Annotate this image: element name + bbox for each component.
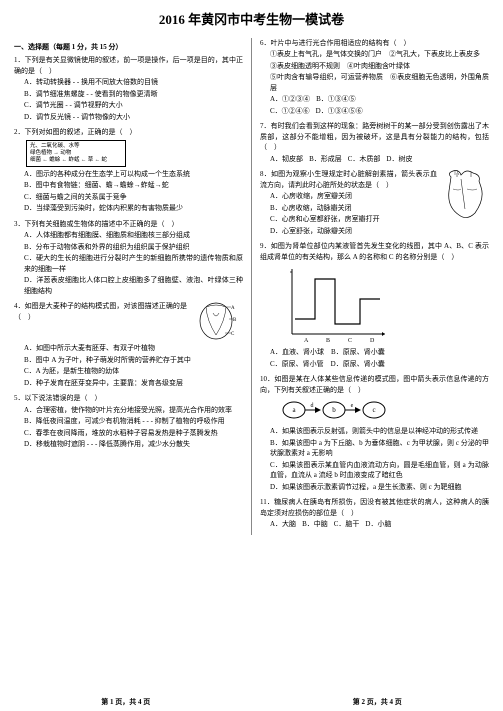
- page-footer: 第 1 页，共 4 页 第 2 页，共 4 页: [0, 697, 503, 708]
- q2-box-l2: 绿色植物 → 动物: [30, 150, 122, 157]
- q10-opt-b: B．如果该图中 a 为下丘脑、b 为垂体细胞、c 为甲状腺，则 c 分泌的甲状腺…: [270, 438, 489, 459]
- q10-flow: a d b e c: [280, 397, 420, 423]
- q1-opt-d: D．调节反光镜 - - 调节物像的大小: [24, 112, 243, 123]
- svg-text:d: d: [311, 403, 314, 409]
- footer-right: 第 2 页，共 4 页: [353, 697, 402, 708]
- question-1: 1．下列是有关显微镜使用的叙述，前一项是操作，后一项是目的，其中正确的是（ ） …: [14, 55, 243, 122]
- q5-stem: 5．以下说法错误的是（ ）: [14, 394, 102, 402]
- section-1-head: 一、选择题（每题 1 分，共 15 分）: [14, 42, 243, 53]
- q9-opt-ab: A．血液、肾小球 B．原尿、肾小囊: [270, 347, 385, 358]
- question-2: 2．下列对如图的叙述，正确的是（ ） 光、二氧化碳、水等 绿色植物 → 动物 细…: [14, 127, 243, 214]
- q3-opt-d: D．洋葱表皮细胞比人体口腔上皮细胞多了细胞壁、液泡、叶绿体三种细胞结构: [24, 275, 243, 296]
- svg-text:B: B: [326, 338, 330, 344]
- q2-box-l3: 细菌 ← 蟾蜍 ← 蚱蜢 ← 草 ← 蛇: [30, 157, 122, 164]
- q3-stem: 3．下列有关细胞或生物体的描述中不正确的是（ ）: [14, 220, 179, 228]
- question-5: 5．以下说法错误的是（ ） A．合理密植，使作物的叶片充分地接受光照，提高光合作…: [14, 393, 243, 450]
- left-column: 一、选择题（每题 1 分，共 15 分） 1．下列是有关显微镜使用的叙述，前一项…: [14, 38, 243, 535]
- q1-opt-a: A．转动转换器 - - 换用不同放大倍数的目镜: [24, 77, 243, 88]
- q6-opt-b: B．①③④⑤: [316, 94, 356, 105]
- question-9: 9．如图为肾单位部位内某液管首先发生变化的线图，其中 A、B、C 表示组成肾单位…: [260, 241, 489, 369]
- q2-stem: 2．下列对如图的叙述，正确的是（ ）: [14, 128, 137, 136]
- q9-stem: 9．如图为肾单位部位内某液管首先发生变化的线图，其中 A、B、C 表示组成肾单位…: [260, 242, 489, 261]
- question-10: 10．如图是某在人体某些信息传递的模式图，图中箭头表示信息传递的方向，下列有关叙…: [260, 374, 489, 492]
- q9-opt-cd: C．原尿、肾小管 D．原尿、肾小囊: [270, 359, 385, 370]
- svg-text:C: C: [348, 338, 352, 344]
- q1-stem: 1．下列是有关显微镜使用的叙述，前一项是操作，后一项是目的，其中正确的是（ ）: [14, 56, 243, 75]
- q2-opt-d: D．当绿藻受到污染时，蛇体内积累的有害物质最少: [24, 203, 243, 214]
- seed-figure: A B C: [191, 301, 241, 341]
- q3-opt-c: C．硬大的生长的细胞进行分裂时产生的新细胞所携带的遗传物质和原来的细胞一样: [24, 253, 243, 274]
- q7-stem: 7．有时我们会看到这样的现象：路旁树树干的某一部分受到创伤露出了木质部，这部分不…: [260, 122, 489, 151]
- q5-opt-d: D．移栽植物时遮阴 - - - 降低蒸腾作用，减少水分散失: [24, 439, 243, 450]
- column-divider: [251, 38, 252, 535]
- q7-opt-c: C．木质部: [348, 154, 381, 165]
- q11-opt-d: D．小脑: [365, 519, 391, 530]
- q5-opt-a: A．合理密植，使作物的叶片充分地接受光照，提高光合作用的效率: [24, 405, 243, 416]
- q4-stem: 4．如图是大麦种子的结构模式图，对该图描述正确的是（ ）: [14, 302, 187, 321]
- q7-opt-d: D．树皮: [386, 154, 412, 165]
- q10-opt-a: A．如果该图表示反射弧，则箭头中的信息是以神经冲动的形式传递: [270, 426, 489, 437]
- two-column-layout: 一、选择题（每题 1 分，共 15 分） 1．下列是有关显微镜使用的叙述，前一项…: [14, 38, 489, 535]
- q1-opt-c: C．调节光圈 - - 调节视野的大小: [24, 100, 243, 111]
- q11-opt-c: C．脑干: [334, 519, 360, 530]
- q2-opt-b: B．图中有食物链：细菌、蟾→蟾蜍→蚱蜢→蛇: [24, 180, 243, 191]
- q3-opt-b: B．分布于动物体表和外界的组织为组织属于保护组织: [24, 242, 243, 253]
- q6-label-2: ③表皮细胞透明不规则 ④叶肉细胞含叶绿体: [270, 61, 489, 72]
- question-3: 3．下列有关细胞或生物体的描述中不正确的是（ ） A．人体细胞都有细胞膜、细胞质…: [14, 219, 243, 297]
- q4-opt-a: A．如图中所示大麦有胚芽、有双子叶植物: [24, 343, 243, 354]
- page-title: 2016 年黄冈市中考生物一模试卷: [14, 10, 489, 30]
- q9-chart: A B C D: [280, 264, 390, 344]
- q4-opt-d: D．种子发育在胚芽变异中，主要靠：发育各级变层: [24, 378, 243, 389]
- question-4: A B C 4．如图是大麦种子的结构模式图，对该图描述正确的是（ ） A．如图中…: [14, 301, 243, 388]
- q2-box-diagram: 光、二氧化碳、水等 绿色植物 → 动物 细菌 ← 蟾蜍 ← 蚱蜢 ← 草 ← 蛇: [26, 140, 126, 167]
- svg-text:D: D: [370, 338, 375, 344]
- q10-opt-c: C．如果该图表示某血管内血液流动方向，圆是毛细血管，则 a 为动脉血管，血流从 …: [270, 460, 489, 481]
- q11-opt-a: A．大脑: [270, 519, 296, 530]
- svg-text:A: A: [304, 338, 309, 344]
- right-column: 6．叶片中与进行光合作用相适应的结构有（ ） ①表皮上有气孔，是气体交换的门户 …: [260, 38, 489, 535]
- q6-label-3: ⑤叶肉含有输导组织，可运营养物质 ⑥表皮细胞无色透明，外围角质层: [270, 72, 489, 93]
- footer-left: 第 1 页，共 4 页: [101, 697, 150, 708]
- q6-opt-c: C．①②④⑥: [270, 106, 310, 117]
- svg-text:c: c: [372, 406, 375, 414]
- q11-opt-b: B．中脑: [302, 519, 328, 530]
- q6-stem: 6．叶片中与进行光合作用相适应的结构有（ ）: [260, 39, 411, 47]
- q5-opt-b: B．降低夜间温度，可减少有机物消耗 - - - 抑制了植物的呼吸作用: [24, 416, 243, 427]
- q5-opt-c: C．春季在夜间降雨，堆放的水稻种子容易发热是种子蒸腾发热: [24, 428, 243, 439]
- svg-text:b: b: [332, 406, 336, 414]
- q10-opt-d: D．如果该图表示激素调节过程，a 是生长激素、则 c 为靶细胞: [270, 482, 489, 493]
- question-11: 11．糖尿病人在胰岛有所损伤，因没有被其他症状的病人，这种病人的胰岛定须对应损伤…: [260, 497, 489, 530]
- question-8: 8．如图为观察小生理规定时心脏解剖素描，箭头表示血流方向，请判此时心脏所处的状态…: [260, 169, 489, 236]
- q2-opt-a: A．图示的各种成分在生态学上可以构成一个生态系统: [24, 169, 243, 180]
- q6-opt-d: D．①③④⑤⑥: [316, 106, 363, 117]
- svg-text:A: A: [231, 306, 235, 311]
- question-7: 7．有时我们会看到这样的现象：路旁树树干的某一部分受到创伤露出了木质部，这部分不…: [260, 121, 489, 164]
- q10-stem: 10．如图是某在人体某些信息传递的模式图，图中箭头表示信息传递的方向，下列有关叙…: [260, 375, 489, 394]
- svg-text:C: C: [231, 332, 235, 337]
- q7-opt-b: B．形成层: [309, 154, 342, 165]
- q7-opt-a: A．韧皮部: [270, 154, 303, 165]
- q4-opt-c: C．A 为胚，是新生植物的幼体: [24, 366, 243, 377]
- q6-label-1: ①表皮上有气孔，是气体交换的门户 ②气孔大，下表皮比上表皮多: [270, 49, 489, 60]
- heart-figure: [441, 169, 489, 221]
- q2-box-l1: 光、二氧化碳、水等: [30, 143, 122, 150]
- q1-opt-b: B．调节细准焦螺旋 - - 使看到的物像更清晰: [24, 89, 243, 100]
- q8-stem: 8．如图为观察小生理规定时心脏解剖素描，箭头表示血流方向，请判此时心脏所处的状态…: [260, 170, 437, 189]
- q11-stem: 11．糖尿病人在胰岛有所损伤，因没有被其他症状的病人，这种病人的胰岛定须对应损伤…: [260, 498, 489, 517]
- svg-text:B: B: [233, 318, 237, 323]
- q4-opt-b: B．图中 A 为子叶，种子萌发时所需的营养贮存于其中: [24, 355, 243, 366]
- question-6: 6．叶片中与进行光合作用相适应的结构有（ ） ①表皮上有气孔，是气体交换的门户 …: [260, 38, 489, 117]
- q2-opt-c: C．细菌与蟾之间的关系属于竞争: [24, 192, 243, 203]
- q8-opt-d: D．心室舒张，动脉瓣关闭: [270, 226, 489, 237]
- svg-text:e: e: [351, 403, 354, 409]
- q3-opt-a: A．人体细胞都有细胞膜、细胞质和细胞核三部分组成: [24, 230, 243, 241]
- q6-opt-a: A．①②③④: [270, 94, 310, 105]
